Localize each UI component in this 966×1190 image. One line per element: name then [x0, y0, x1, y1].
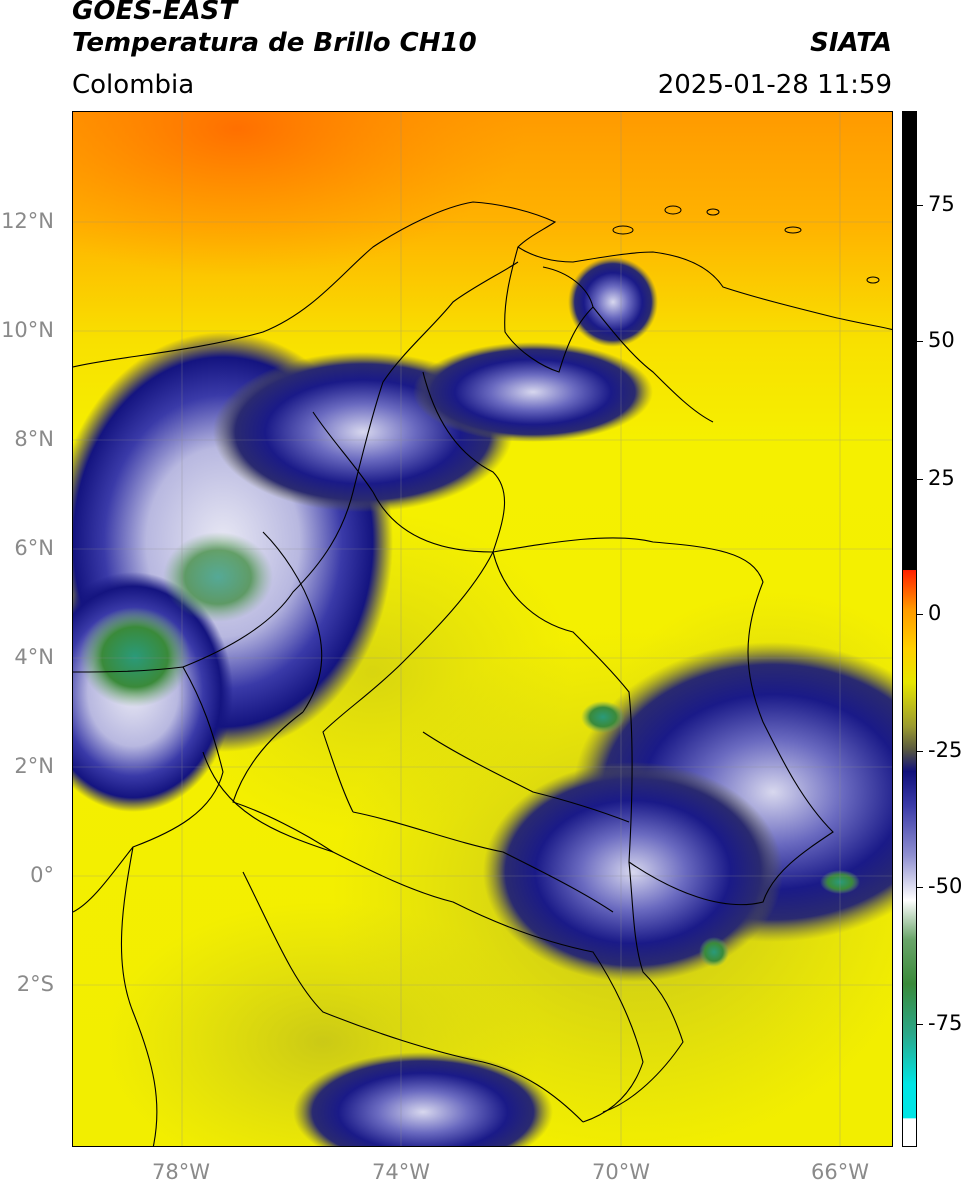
satellite-title: GOES-EAST — [72, 0, 238, 26]
lat-tick-4n: 4°N — [14, 645, 54, 669]
colorbar-tick-50 — [917, 341, 923, 342]
timestamp-label: 2025-01-28 11:59 — [657, 70, 892, 100]
colorbar-tick-minus25 — [917, 751, 923, 752]
colorbar-tick-0 — [917, 614, 923, 615]
lat-tick-10n: 10°N — [1, 318, 54, 342]
lat-tick-8n: 8°N — [14, 427, 54, 451]
organization-label: SIATA — [810, 28, 892, 58]
colorbar — [902, 111, 917, 1147]
lat-tick-6n: 6°N — [14, 536, 54, 560]
lat-tick-2n: 2°N — [14, 754, 54, 778]
lon-tick-70w: 70°W — [592, 1160, 650, 1184]
coastlines-and-borders — [73, 201, 892, 1146]
colorbar-label-minus25: -25 — [928, 738, 963, 762]
colorbar-label-minus50: -50 — [928, 874, 963, 898]
lon-tick-78w: 78°W — [152, 1160, 210, 1184]
lat-tick-0: 0° — [30, 863, 54, 887]
brightness-temperature-map — [73, 112, 892, 1146]
map-panel[interactable] — [72, 111, 893, 1147]
colorbar-label-25: 25 — [928, 466, 955, 490]
colorbar-label-minus75: -75 — [928, 1011, 963, 1035]
graticule — [73, 112, 892, 1146]
lat-tick-12n: 12°N — [1, 209, 54, 233]
islands — [612, 205, 880, 284]
colorbar-tick-minus75 — [917, 1024, 923, 1025]
colorbar-label-75: 75 — [928, 192, 955, 216]
colorbar-label-50: 50 — [928, 328, 955, 352]
coldest-cores — [80, 532, 860, 967]
lat-tick-2s: 2°S — [16, 972, 54, 996]
lon-tick-66w: 66°W — [811, 1160, 869, 1184]
colorbar-tick-minus50 — [917, 887, 923, 888]
colorbar-label-0: 0 — [928, 601, 942, 625]
colorbar-tick-25 — [917, 479, 923, 480]
product-title: Temperatura de Brillo CH10 — [72, 28, 477, 58]
lon-tick-74w: 74°W — [372, 1160, 430, 1184]
region-label: Colombia — [72, 70, 195, 100]
colorbar-tick-75 — [917, 205, 923, 206]
